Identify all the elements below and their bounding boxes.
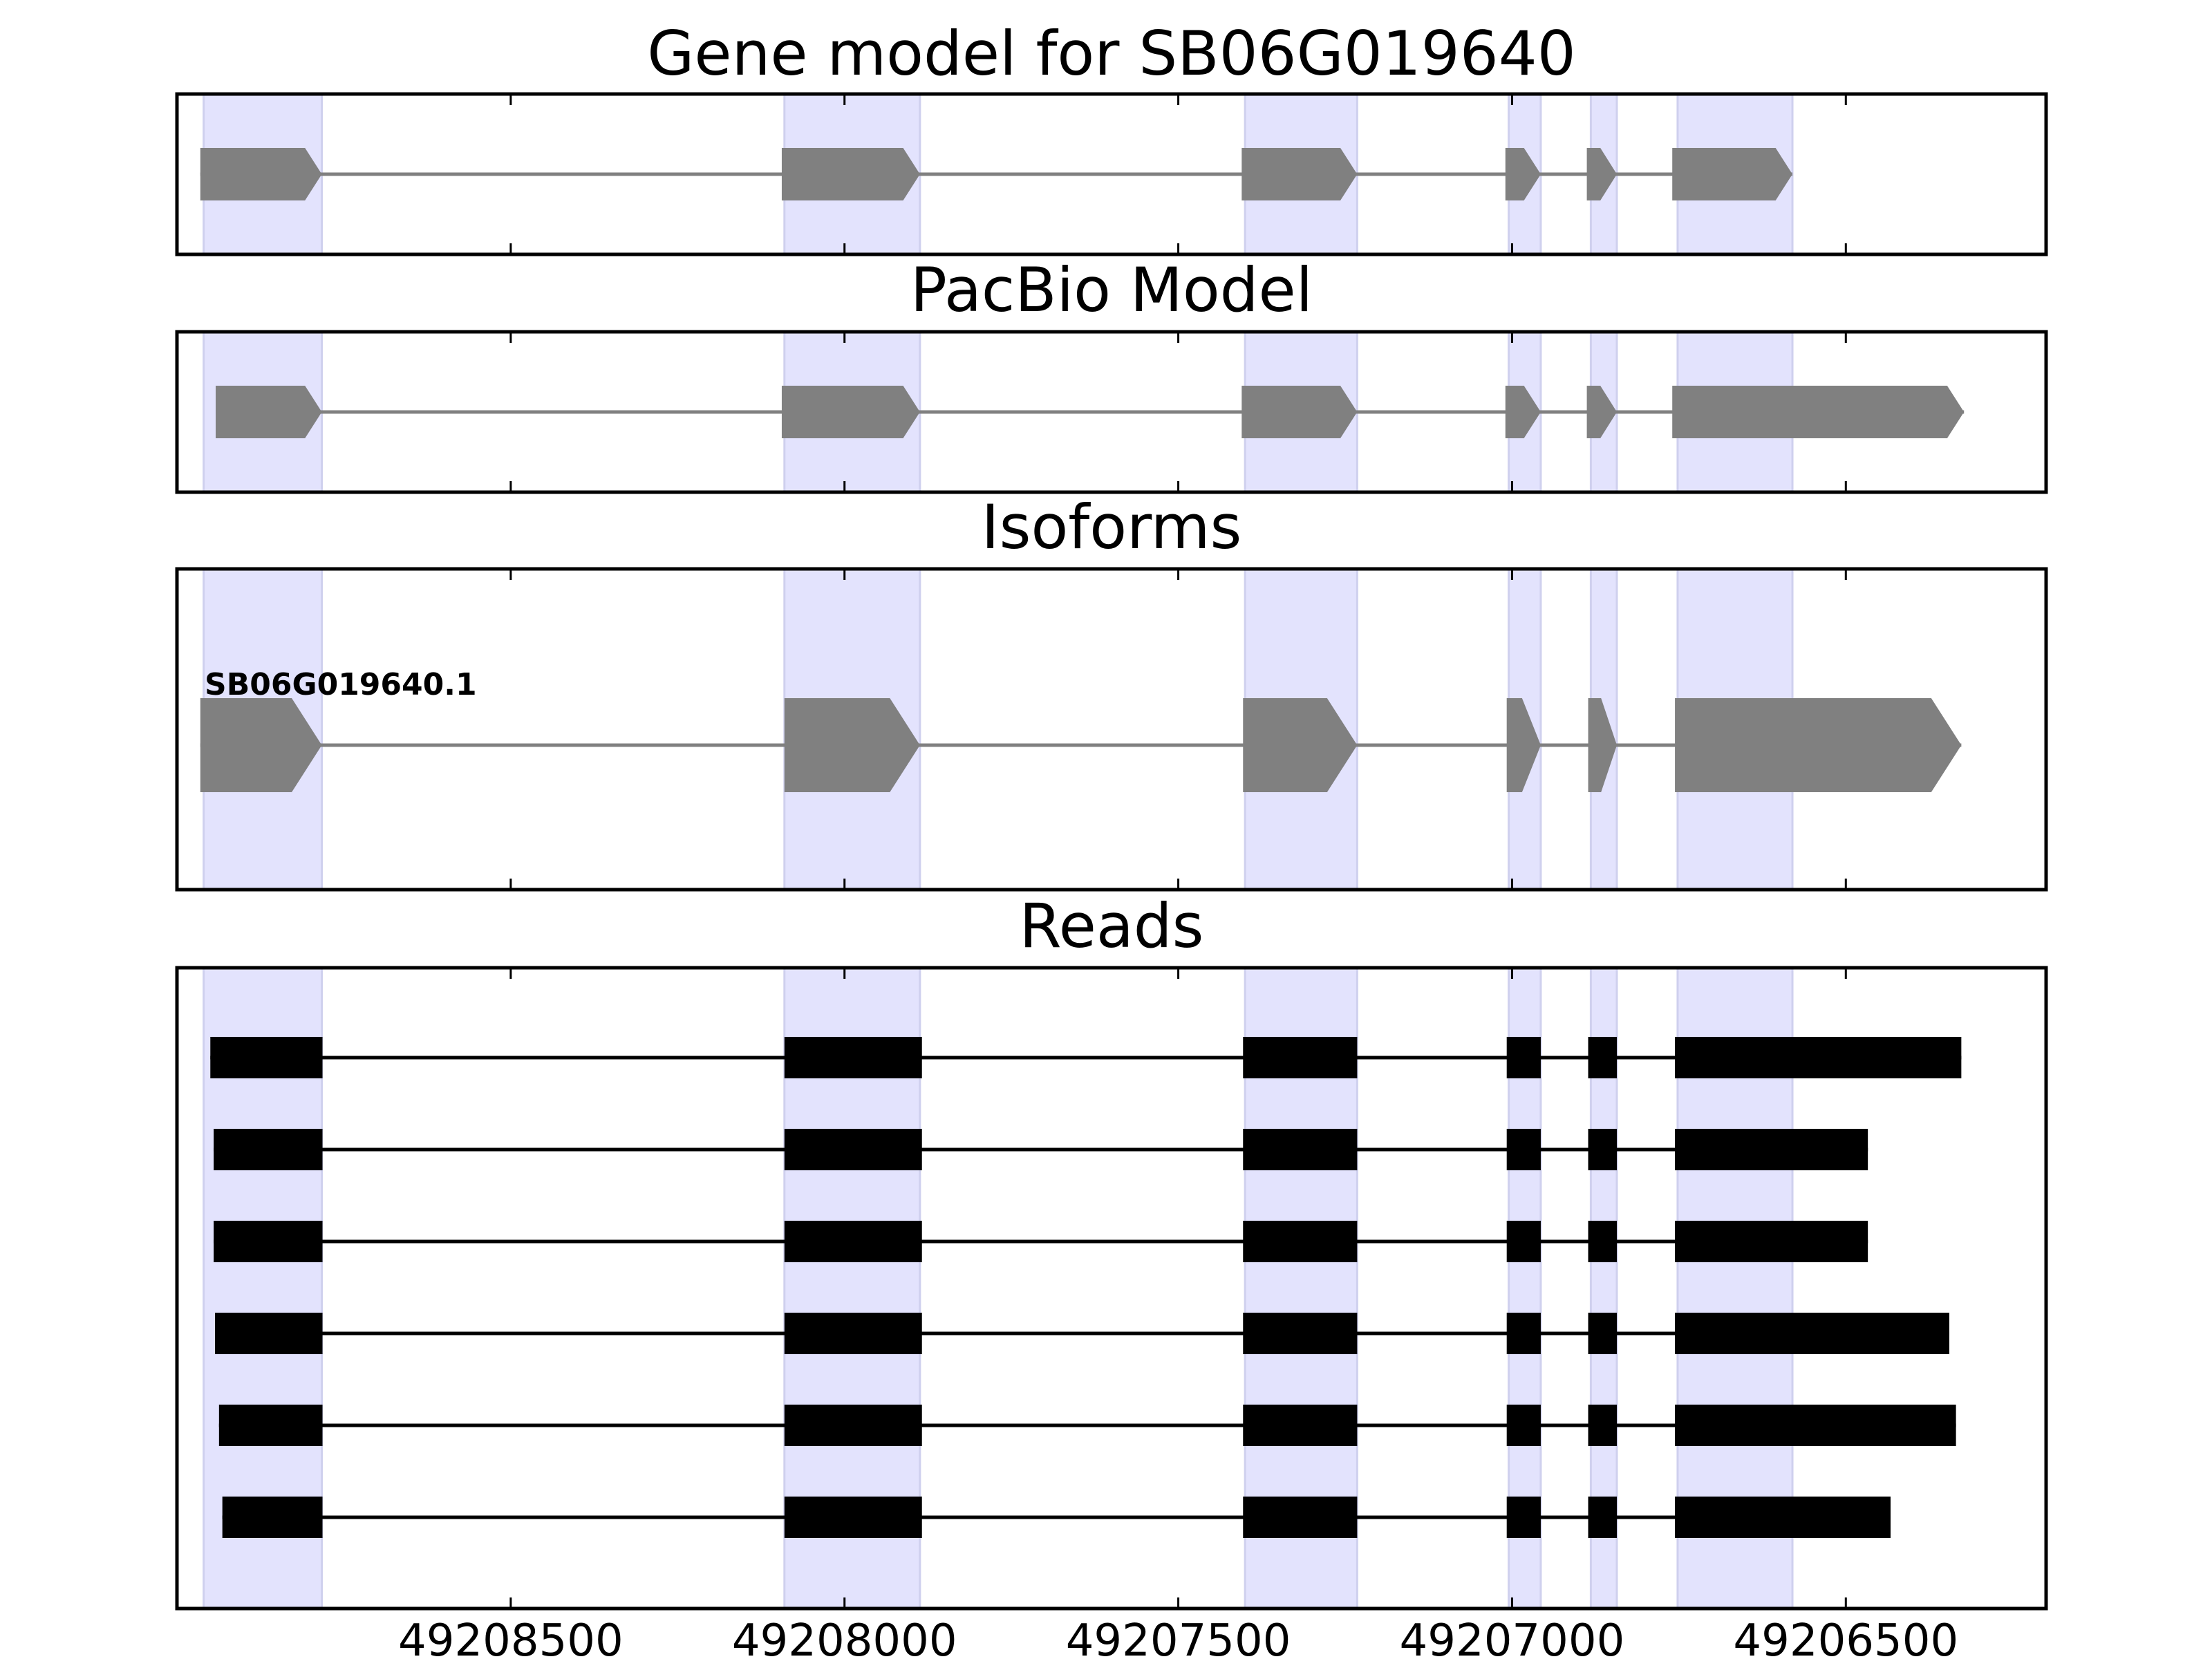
axes-frame (175, 330, 2048, 494)
exon-block (1243, 1129, 1358, 1170)
panel-title: Reads (1020, 890, 1204, 962)
exon-arrow (1505, 386, 1541, 438)
x-tick-label: 49208500 (398, 1615, 624, 1659)
axes-frame (175, 966, 2048, 1611)
exon-block (215, 1313, 323, 1354)
exon-arrow (1243, 698, 1358, 792)
read-track (215, 1313, 1949, 1354)
exon-block (1588, 1497, 1618, 1538)
exon-block (1506, 1497, 1541, 1538)
exon-block (1506, 1129, 1541, 1170)
exon-arrow (781, 148, 920, 200)
exon-arrow (1588, 698, 1618, 792)
exon-block (1243, 1313, 1358, 1354)
axes-frame (175, 567, 2048, 892)
exon-block (1243, 1037, 1358, 1078)
exon-block (1506, 1313, 1541, 1354)
exon-block (784, 1037, 922, 1078)
exon-block (784, 1313, 922, 1354)
exon-block (784, 1221, 922, 1262)
panel-title: Gene model for SB06G019640 (647, 18, 1576, 89)
exon-block (1588, 1221, 1618, 1262)
model-track: SB06G019640.1 (200, 667, 1962, 792)
exon-block (784, 1497, 922, 1538)
panel-2: PacBio Model (175, 254, 2048, 494)
exon-arrow (1241, 386, 1358, 438)
x-tick-label: 49208000 (732, 1615, 957, 1659)
read-track (214, 1221, 1868, 1262)
exon-block (214, 1221, 323, 1262)
exon-arrow (1506, 698, 1541, 792)
exon-block (1675, 1313, 1949, 1354)
exon-block (1243, 1405, 1358, 1446)
exon-arrow (1672, 386, 1965, 438)
panels: Gene model for SB06G019640 PacBio Model Is… (175, 18, 2048, 1659)
exon-block (1506, 1405, 1541, 1446)
read-track (210, 1037, 1962, 1078)
exon-block (1588, 1129, 1618, 1170)
exon-arrow (200, 698, 322, 792)
exon-arrow (1586, 386, 1618, 438)
x-tick-label: 49206500 (1733, 1615, 1958, 1659)
exon-block (1243, 1497, 1358, 1538)
exon-block (1243, 1221, 1358, 1262)
read-track (218, 1405, 1956, 1446)
exon-block (1675, 1129, 1868, 1170)
x-tick-label: 49207500 (1066, 1615, 1291, 1659)
exon-block (1675, 1497, 1891, 1538)
exon-arrow (1675, 698, 1962, 792)
panel-3: Isoforms SB06G019640.1 (175, 491, 2048, 892)
exon-arrow (1505, 148, 1541, 200)
panel-1: Gene model for SB06G019640 (175, 18, 2048, 256)
exon-block (1506, 1037, 1541, 1078)
exon-block (218, 1405, 323, 1446)
isoform-label: SB06G019640.1 (205, 667, 477, 702)
exon-block (1588, 1037, 1618, 1078)
read-track (222, 1497, 1891, 1538)
axes-frame (175, 92, 2048, 256)
exon-arrow (200, 148, 322, 200)
exon-block (214, 1129, 323, 1170)
exon-block (1588, 1405, 1618, 1446)
exon-block (1675, 1221, 1868, 1262)
exon-block (784, 1405, 922, 1446)
exon-block (1506, 1221, 1541, 1262)
panel-4: Reads (175, 890, 2048, 1611)
exon-arrow (781, 386, 920, 438)
exon-arrow (216, 386, 322, 438)
model-track (216, 386, 1965, 438)
exon-block (1675, 1037, 1962, 1078)
panel-title: Isoforms (982, 491, 1242, 563)
exon-block (1588, 1313, 1618, 1354)
panel-title: PacBio Model (910, 254, 1313, 326)
exon-arrow (1672, 148, 1793, 200)
exon-arrow (784, 698, 920, 792)
exon-block (210, 1037, 323, 1078)
model-track (200, 148, 1793, 200)
exon-block (1675, 1405, 1956, 1446)
exon-block (222, 1497, 323, 1538)
exon-block (784, 1129, 922, 1170)
read-track (214, 1129, 1868, 1170)
x-tick-label: 49207000 (1400, 1615, 1625, 1659)
exon-arrow (1241, 148, 1358, 200)
exon-arrow (1586, 148, 1618, 200)
